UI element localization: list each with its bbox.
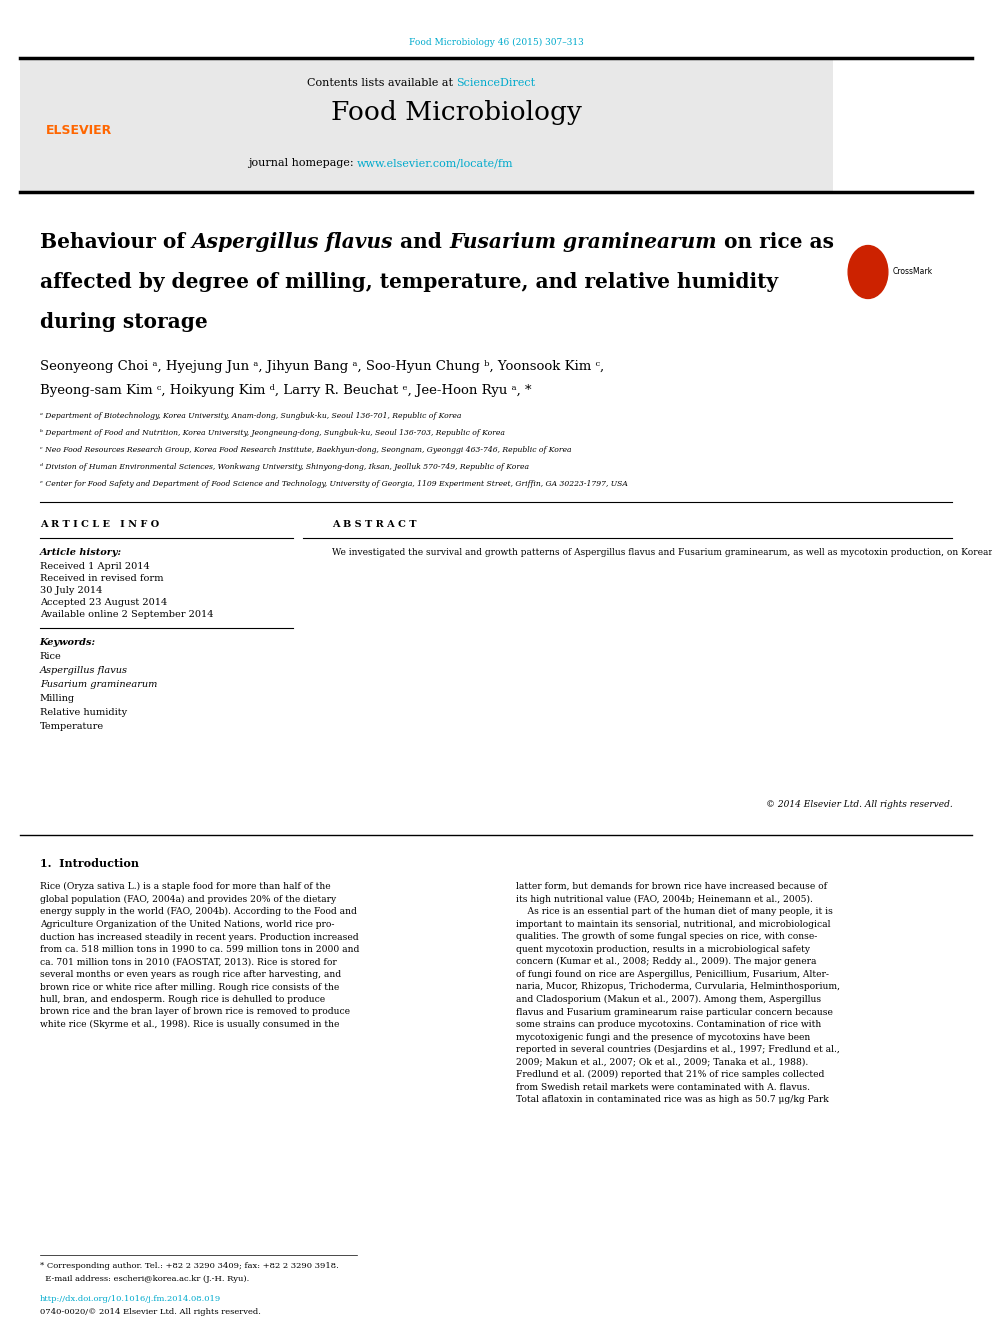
Text: Fusarium graminearum: Fusarium graminearum bbox=[40, 680, 157, 689]
Text: Relative humidity: Relative humidity bbox=[40, 708, 127, 717]
Text: Behaviour of: Behaviour of bbox=[40, 232, 191, 251]
Text: Article history:: Article history: bbox=[40, 548, 122, 557]
Text: Contents lists available at: Contents lists available at bbox=[307, 78, 456, 89]
Text: Byeong-sam Kim ᶜ, Hoikyung Kim ᵈ, Larry R. Beuchat ᵉ, Jee-Hoon Ryu ᵃ, *: Byeong-sam Kim ᶜ, Hoikyung Kim ᵈ, Larry … bbox=[40, 384, 531, 397]
Text: latter form, but demands for brown rice have increased because of
its high nutri: latter form, but demands for brown rice … bbox=[516, 882, 840, 1105]
Text: Fusarium graminearum: Fusarium graminearum bbox=[449, 232, 716, 251]
Text: Accepted 23 August 2014: Accepted 23 August 2014 bbox=[40, 598, 167, 607]
Text: Aspergillus flavus: Aspergillus flavus bbox=[191, 232, 393, 251]
Circle shape bbox=[848, 246, 888, 299]
Text: Keywords:: Keywords: bbox=[40, 638, 96, 647]
Text: A B S T R A C T: A B S T R A C T bbox=[332, 520, 417, 529]
Text: 1.  Introduction: 1. Introduction bbox=[40, 859, 139, 869]
Text: ᵈ Division of Human Environmental Sciences, Wonkwang University, Shinyong-dong, : ᵈ Division of Human Environmental Scienc… bbox=[40, 463, 529, 471]
Text: 30 July 2014: 30 July 2014 bbox=[40, 586, 102, 595]
Text: ScienceDirect: ScienceDirect bbox=[456, 78, 536, 89]
Text: www.elsevier.com/locate/fm: www.elsevier.com/locate/fm bbox=[357, 157, 514, 168]
Text: on rice as: on rice as bbox=[716, 232, 833, 251]
Text: Food Microbiology 46 (2015) 307–313: Food Microbiology 46 (2015) 307–313 bbox=[409, 38, 583, 48]
Text: Available online 2 September 2014: Available online 2 September 2014 bbox=[40, 610, 213, 619]
Text: 0740-0020/© 2014 Elsevier Ltd. All rights reserved.: 0740-0020/© 2014 Elsevier Ltd. All right… bbox=[40, 1308, 261, 1316]
Text: Received 1 April 2014: Received 1 April 2014 bbox=[40, 562, 150, 572]
Text: ᵃ Department of Biotechnology, Korea University, Anam-dong, Sungbuk-ku, Seoul 13: ᵃ Department of Biotechnology, Korea Uni… bbox=[40, 411, 461, 419]
Text: © 2014 Elsevier Ltd. All rights reserved.: © 2014 Elsevier Ltd. All rights reserved… bbox=[766, 800, 952, 808]
Text: Rice: Rice bbox=[40, 652, 62, 662]
Text: Aspergillus flavus: Aspergillus flavus bbox=[40, 665, 128, 675]
Text: affected by degree of milling, temperature, and relative humidity: affected by degree of milling, temperatu… bbox=[40, 273, 778, 292]
Text: ᵉ Center for Food Safety and Department of Food Science and Technology, Universi: ᵉ Center for Food Safety and Department … bbox=[40, 480, 628, 488]
Text: Temperature: Temperature bbox=[40, 722, 104, 732]
Text: We investigated the survival and growth patterns of Aspergillus flavus and Fusar: We investigated the survival and growth … bbox=[332, 548, 992, 557]
Text: Rice (Oryza sativa L.) is a staple food for more than half of the
global populat: Rice (Oryza sativa L.) is a staple food … bbox=[40, 882, 359, 1029]
Bar bbox=[20, 58, 833, 192]
Text: journal homepage:: journal homepage: bbox=[248, 157, 357, 168]
Text: during storage: during storage bbox=[40, 312, 207, 332]
Text: Milling: Milling bbox=[40, 695, 74, 703]
Text: A R T I C L E   I N F O: A R T I C L E I N F O bbox=[40, 520, 159, 529]
Text: ᵇ Department of Food and Nutrition, Korea University, Jeongneung-dong, Sungbuk-k: ᵇ Department of Food and Nutrition, Kore… bbox=[40, 429, 505, 437]
Text: ᶜ Neo Food Resources Research Group, Korea Food Research Institute, Baekhyun-don: ᶜ Neo Food Resources Research Group, Kor… bbox=[40, 446, 571, 454]
Text: E-mail address: escheri@korea.ac.kr (J.-H. Ryu).: E-mail address: escheri@korea.ac.kr (J.-… bbox=[40, 1275, 249, 1283]
Text: Seonyeong Choi ᵃ, Hyejung Jun ᵃ, Jihyun Bang ᵃ, Soo-Hyun Chung ᵇ, Yoonsook Kim ᶜ: Seonyeong Choi ᵃ, Hyejung Jun ᵃ, Jihyun … bbox=[40, 360, 604, 373]
Text: and: and bbox=[393, 232, 449, 251]
Text: CrossMark: CrossMark bbox=[893, 267, 932, 277]
Text: * Corresponding author. Tel.: +82 2 3290 3409; fax: +82 2 3290 3918.: * Corresponding author. Tel.: +82 2 3290… bbox=[40, 1262, 338, 1270]
Text: Received in revised form: Received in revised form bbox=[40, 574, 163, 583]
Text: ELSEVIER: ELSEVIER bbox=[47, 123, 112, 136]
Text: Food Microbiology: Food Microbiology bbox=[331, 101, 581, 124]
Text: http://dx.doi.org/10.1016/j.fm.2014.08.019: http://dx.doi.org/10.1016/j.fm.2014.08.0… bbox=[40, 1295, 221, 1303]
